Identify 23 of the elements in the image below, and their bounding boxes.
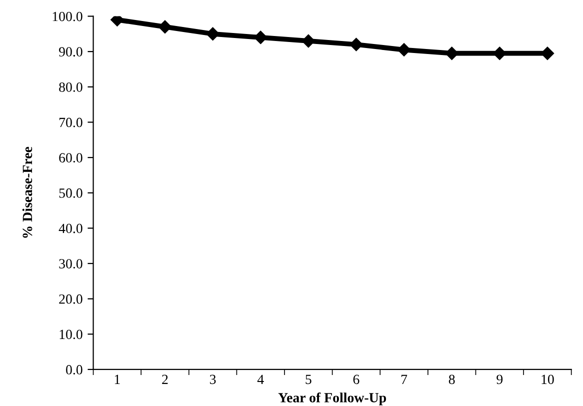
y-tick-label: 20.0 — [59, 294, 82, 304]
y-tick-label: 10.0 — [60, 330, 82, 340]
y-tick-label: 0.0 — [66, 365, 82, 374]
x-tick-label: 2 — [162, 374, 168, 384]
y-tick-label: 80.0 — [59, 82, 82, 92]
y-tick-label: 40.0 — [58, 224, 82, 234]
x-tick-label: 4 — [257, 374, 264, 384]
x-axis-title: Year of Follow-Up — [278, 392, 386, 406]
x-tick-label: 10 — [542, 374, 554, 384]
x-tick-label: 8 — [448, 374, 455, 384]
y-tick-label: 100.0 — [52, 12, 82, 22]
y-tick-label: 60.0 — [59, 153, 82, 163]
x-tick-label: 7 — [401, 374, 408, 384]
x-tick-label: 5 — [306, 374, 312, 384]
y-axis-title: % Disease-Free — [22, 146, 32, 238]
x-tick-label: 3 — [210, 374, 216, 384]
y-tick-label: 50.0 — [59, 188, 82, 198]
x-tick-label: 1 — [114, 374, 120, 384]
x-tick-label: 9 — [496, 374, 503, 384]
y-tick-label: 90.0 — [59, 47, 82, 57]
x-tick-label: 6 — [353, 374, 360, 384]
y-tick-label: 30.0 — [59, 259, 82, 269]
y-tick-label: 70.0 — [59, 118, 82, 128]
